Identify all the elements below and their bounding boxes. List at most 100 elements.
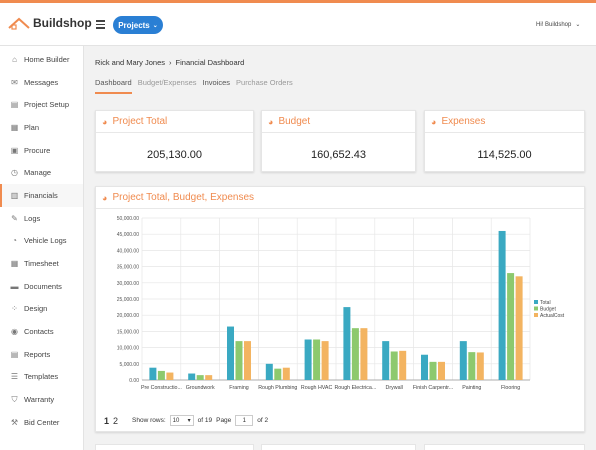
sidebar-item-contacts[interactable]: ◉ Contacts xyxy=(0,320,83,343)
tab-budget-expenses[interactable]: Budget/Expenses xyxy=(137,78,197,87)
projects-button-label: Projects xyxy=(118,20,150,30)
book-icon: ▤ xyxy=(10,100,19,110)
sidebar-item-label: Templates xyxy=(24,372,59,382)
bar-actualcost xyxy=(282,367,290,380)
logo[interactable]: Buildshop xyxy=(8,13,92,33)
breadcrumb-separator-icon: › xyxy=(169,58,172,67)
bar-actualcost xyxy=(476,352,484,380)
y-tick-label: 0.00 xyxy=(129,378,139,384)
expenses-card: ◕ Expenses 114,525.00 xyxy=(424,110,585,172)
gavel-icon: ⚒ xyxy=(10,417,19,427)
bar-total xyxy=(421,354,428,380)
bar-chart: 0.00 5,000.00 10,000.00 15,000.00 20,000.00 2… xyxy=(117,216,565,391)
shield-icon: ⛉ xyxy=(11,394,18,404)
menu-toggle-icon[interactable] xyxy=(96,20,105,29)
pie-chart-icon: ◕ xyxy=(431,116,437,127)
legend-swatch xyxy=(534,313,538,317)
x-tick-label: Rough Plumbing xyxy=(258,385,297,391)
sidebar-item-procure[interactable]: ▣ Procure xyxy=(0,139,83,162)
sidebar-item-timesheet[interactable]: ▦ Timesheet xyxy=(0,252,83,275)
page-link-1[interactable]: 1 xyxy=(104,415,110,426)
breadcrumb-page: Financial Dashboard xyxy=(175,58,245,67)
sidebar-item-plan[interactable]: ▦ Plan xyxy=(0,116,83,139)
sidebar-item-manage[interactable]: ◷ Manage xyxy=(0,161,83,184)
bar-budget xyxy=(235,341,243,380)
sidebar-item-vehicle-logs[interactable]: ◔ Vehicle Logs xyxy=(0,230,83,253)
x-tick-label: Flooring xyxy=(501,385,520,391)
tab-purchase-orders[interactable]: Purchase Orders xyxy=(236,78,293,87)
page-link-2[interactable]: 2 xyxy=(113,415,119,426)
of-pages-label: of 2 xyxy=(257,417,269,424)
y-tick-label: 5,000.00 xyxy=(120,362,140,368)
breadcrumb-project[interactable]: Rick and Mary Jones xyxy=(95,58,166,67)
sidebar-item-label: Bid Center xyxy=(24,417,60,427)
cart-icon: ▣ xyxy=(10,145,19,155)
pie-chart-icon: ◕ xyxy=(102,192,108,203)
sidebar-item-logs[interactable]: ✎ Logs xyxy=(0,207,83,230)
sidebar-item-financials[interactable]: ▥ Financials xyxy=(0,184,83,207)
projects-dropdown-button[interactable]: Projects ⌄ xyxy=(113,16,163,34)
card-value: 114,525.00 xyxy=(477,149,532,161)
chevron-down-icon: ⌄ xyxy=(152,22,158,29)
pencil-icon: ✎ xyxy=(11,213,18,223)
bar-actualcost xyxy=(244,341,251,380)
y-tick-label: 10,000.00 xyxy=(117,346,139,352)
sidebar-item-templates[interactable]: ☰ Templates xyxy=(0,366,83,389)
sidebar-item-label: Reports xyxy=(24,349,51,359)
bar-budget xyxy=(313,339,321,380)
spinner-icon: ⁘ xyxy=(11,304,18,314)
main-content: Rick and Mary Jones › Financial Dashboar… xyxy=(84,46,596,450)
sidebar-item-home-builder[interactable]: ⌂ Home Builder xyxy=(0,48,83,71)
report-icon: ▤ xyxy=(10,349,19,359)
bar-actualcost xyxy=(205,375,213,380)
document-icon: ▦ xyxy=(10,122,19,132)
folder-icon: ▬ xyxy=(10,281,19,291)
bar-total xyxy=(382,341,390,380)
rows-per-page-select[interactable]: 10 ▾ xyxy=(169,415,194,426)
bar-total xyxy=(304,339,312,380)
breadcrumb: Rick and Mary Jones › Financial Dashboar… xyxy=(95,58,244,67)
card-value: 205,130.00 xyxy=(146,149,203,161)
next-card-placeholder xyxy=(424,444,585,450)
bar-total xyxy=(265,363,273,380)
show-rows-label: Show rows: xyxy=(132,417,166,424)
sidebar-item-bid-center[interactable]: ⚒ Bid Center xyxy=(0,411,83,434)
sidebar-item-design[interactable]: ⁘ Design xyxy=(0,298,83,321)
sidebar-item-warranty[interactable]: ⛉ Warranty xyxy=(0,388,83,411)
page-label: Page xyxy=(216,417,232,424)
bar-budget xyxy=(468,352,476,380)
legend-label: Total xyxy=(540,300,551,306)
tab-invoices[interactable]: Invoices xyxy=(202,78,231,87)
next-card-placeholder xyxy=(95,444,254,450)
legend-swatch xyxy=(534,306,538,311)
y-tick-label: 40,000.00 xyxy=(117,248,139,254)
chart-title: Project Total, Budget, Expenses xyxy=(112,192,255,203)
user-label: Hi! Buildshop xyxy=(536,21,572,28)
legend-swatch xyxy=(534,300,538,304)
sidebar-item-project-setup[interactable]: ▤ Project Setup xyxy=(0,93,83,116)
sidebar-item-documents[interactable]: ▬ Documents xyxy=(0,275,83,298)
sidebar-item-messages[interactable]: ✉ Messages xyxy=(0,71,83,94)
bar-budget xyxy=(429,361,437,380)
user-menu[interactable]: Hi! Buildshop ⌄ xyxy=(536,21,581,29)
gauge-icon: ◔ xyxy=(12,236,17,246)
tab-dashboard[interactable]: Dashboard xyxy=(95,78,132,94)
y-tick-label: 50,000.00 xyxy=(117,216,139,222)
bar-actualcost xyxy=(515,276,523,380)
chat-icon: ✉ xyxy=(11,77,18,87)
sidebar-item-reports[interactable]: ▤ Reports xyxy=(0,343,83,366)
bar-total xyxy=(343,307,351,380)
page-input[interactable]: 1 xyxy=(235,415,254,426)
bar-budget xyxy=(507,273,515,380)
bar-budget xyxy=(196,375,204,380)
bar-total xyxy=(227,326,234,380)
sidebar-item-label: Vehicle Logs xyxy=(24,236,67,246)
bar-total xyxy=(498,230,506,380)
card-title: Budget xyxy=(278,116,311,127)
sidebar-item-label: Logs xyxy=(24,213,41,223)
sidebar-item-label: Home Builder xyxy=(24,54,70,64)
chevron-down-icon: ⌄ xyxy=(575,22,581,28)
x-tick-label: Pre Constructio... xyxy=(141,385,182,391)
card-title: Expenses xyxy=(441,116,486,127)
x-tick-label: Groundwork xyxy=(186,385,215,391)
